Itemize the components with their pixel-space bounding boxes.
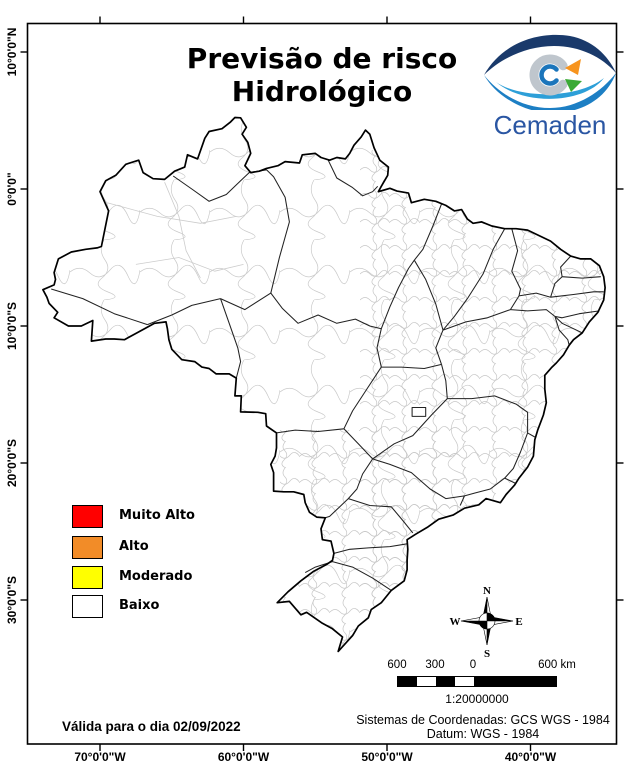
compass-rose-icon: N S W E xyxy=(450,585,523,660)
cemaden-logo: Cemaden xyxy=(480,30,625,140)
lat-label: 10°0'0"N xyxy=(5,28,19,77)
coordinate-system-line2: Datum: WGS - 1984 xyxy=(426,726,540,741)
scale-ratio: 1:20000000 xyxy=(445,692,509,706)
legend-swatch-alto xyxy=(72,536,103,559)
scalebar-label: 600 xyxy=(387,659,407,671)
legend-swatch-baixo xyxy=(72,595,103,618)
scale-segment xyxy=(455,677,474,686)
cemaden-eye-icon xyxy=(484,34,616,110)
latitude-axis-labels: 10°0'0"N 0°0'0" 10°0'0"S 20°0'0"S 30°0'0… xyxy=(5,28,19,624)
lon-label: 70°0'0"W xyxy=(74,750,126,764)
lat-label: 10°0'0"S xyxy=(5,302,19,350)
state-borders xyxy=(51,159,604,591)
lon-label: 40°0'0"W xyxy=(505,750,557,764)
map-title-line2: Hidrológico xyxy=(231,75,413,108)
legend-label: Muito Alto xyxy=(119,508,195,523)
scalebar-label: 300 xyxy=(425,659,445,671)
coordinate-system-line1: Sistemas de Coordenadas: GCS WGS - 1984 xyxy=(356,713,610,727)
lat-label: 0°0'0" xyxy=(5,172,19,205)
scale-bar xyxy=(397,676,557,687)
cemaden-logo-text: Cemaden xyxy=(493,110,607,140)
legend-swatch-moderado xyxy=(72,566,103,589)
compass-s-label: S xyxy=(484,648,490,660)
map-title-line1: Previsão de risco xyxy=(186,42,458,75)
lat-label: 20°0'0"S xyxy=(5,439,19,487)
longitude-axis-labels: 70°0'0"W 60°0'0"W 50°0'0"W 40°0'0"W xyxy=(74,750,557,764)
compass-w-label: W xyxy=(450,616,461,628)
scale-segment xyxy=(474,677,556,686)
risk-legend: Muito Alto Alto Moderado Baixo xyxy=(72,505,262,620)
compass-e-label: E xyxy=(515,616,522,628)
legend-label: Alto xyxy=(119,539,149,554)
scale-segment xyxy=(436,677,455,686)
graticule-ticks xyxy=(20,16,624,751)
scale-segment xyxy=(398,677,417,686)
legend-label: Moderado xyxy=(119,569,193,584)
legend-swatch-muito-alto xyxy=(72,505,103,528)
coordinate-system-note: Sistemas de Coordenadas: GCS WGS - 1984 … xyxy=(356,713,610,741)
lon-label: 60°0'0"W xyxy=(218,750,270,764)
distrito-federal xyxy=(411,406,427,417)
country-outline xyxy=(42,116,606,653)
map-title: Previsão de risco Hidrológico xyxy=(27,42,617,108)
validity-note: Válida para o dia 02/09/2022 xyxy=(62,719,241,734)
legend-label: Baixo xyxy=(119,598,160,613)
lon-label: 50°0'0"W xyxy=(361,750,413,764)
scale-segment xyxy=(417,677,436,686)
lat-label: 30°0'0"S xyxy=(5,576,19,624)
map-frame xyxy=(26,22,618,745)
scalebar-label: 600 km xyxy=(538,659,576,671)
compass-n-label: N xyxy=(483,585,491,597)
scalebar-label: 0 xyxy=(469,659,477,671)
